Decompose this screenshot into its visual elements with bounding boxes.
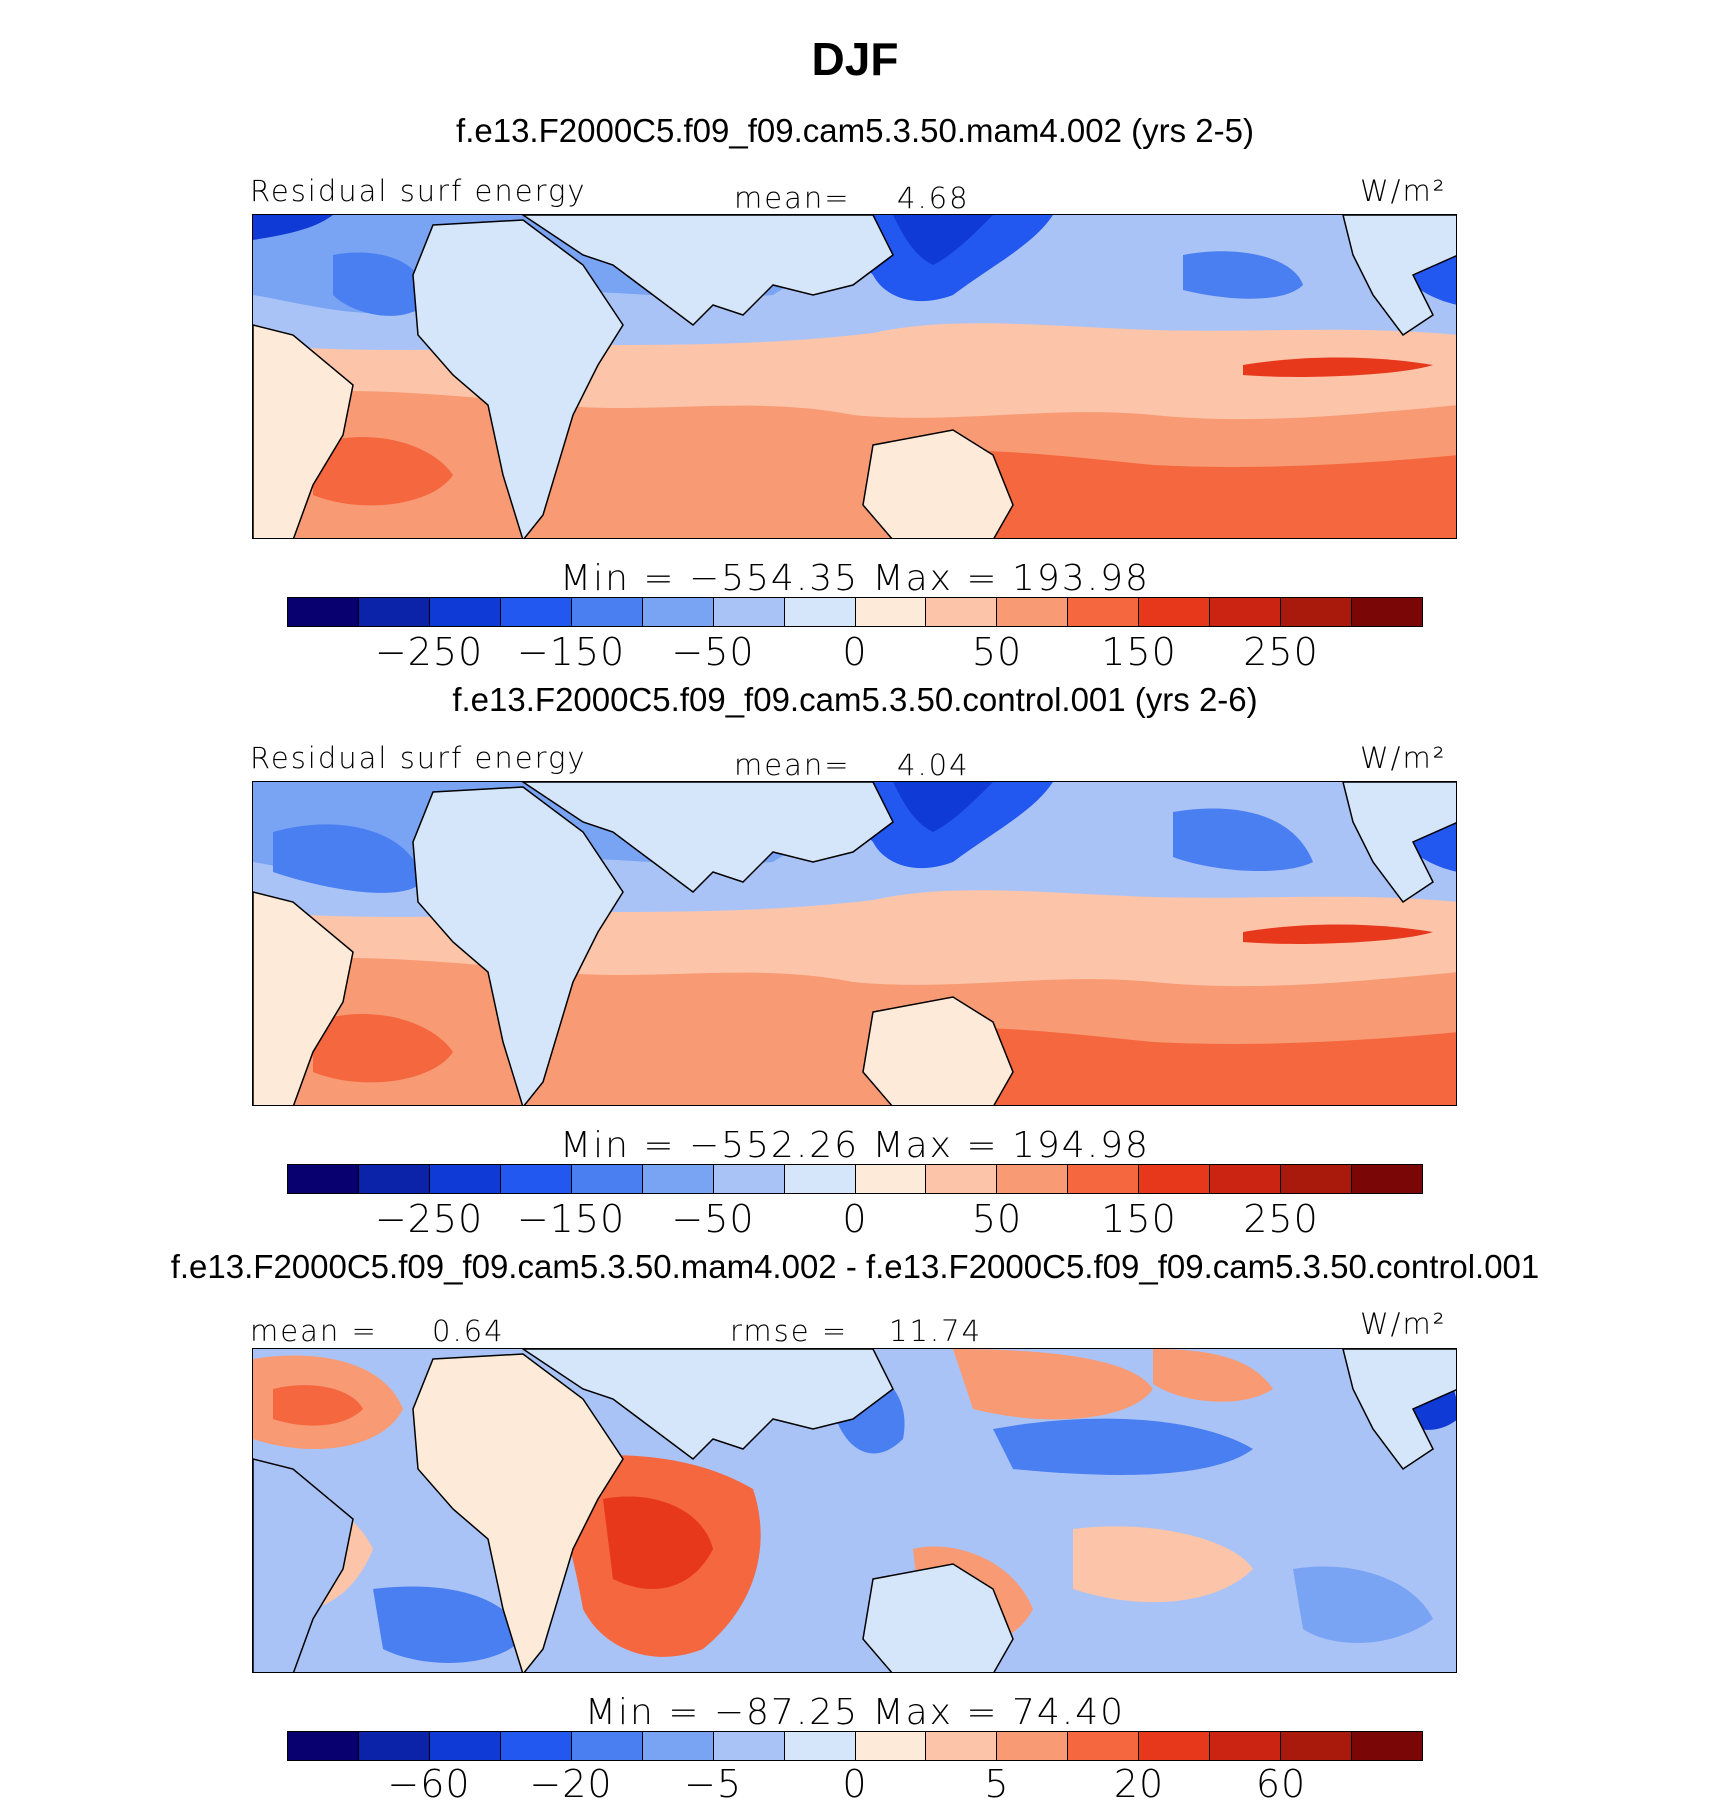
panel-2-tick: 250	[1243, 1197, 1319, 1241]
panel-1-min-max: Min = −554.35 Max = 193.98	[560, 558, 1150, 599]
panel-2-tick: 150	[1101, 1197, 1177, 1241]
colorbar-swatch	[1139, 1165, 1211, 1193]
colorbar-swatch	[784, 1732, 856, 1760]
panel-1-units: W/m²	[1360, 174, 1447, 208]
colorbar-swatch	[429, 1732, 501, 1760]
colorbar-swatch	[642, 1165, 714, 1193]
colorbar-swatch	[926, 598, 998, 626]
panel-3-map	[252, 1348, 1457, 1673]
colorbar-swatch	[1210, 1165, 1282, 1193]
panel-2-tick: −150	[516, 1197, 626, 1241]
panel-3-map-svg	[253, 1349, 1456, 1672]
colorbar-swatch	[500, 1165, 572, 1193]
colorbar-swatch	[1068, 1165, 1140, 1193]
panel-3-mean-label: mean =	[250, 1314, 378, 1348]
colorbar-swatch	[358, 598, 430, 626]
panel-1-tick: 250	[1243, 630, 1319, 674]
panel-2-tick: 0	[842, 1197, 868, 1241]
colorbar-swatch	[1281, 598, 1353, 626]
colorbar-swatch	[571, 598, 643, 626]
panel-3-rmse-label: rmse =	[730, 1314, 849, 1348]
panel-3-units: W/m²	[1360, 1307, 1447, 1341]
panel-2-units: W/m²	[1360, 741, 1447, 775]
panel-3-mean-value: 0.64	[432, 1314, 505, 1348]
colorbar-swatch	[642, 1732, 714, 1760]
panel-2-min-max: Min = −552.26 Max = 194.98	[560, 1125, 1150, 1166]
panel-2-mean-label: mean=	[734, 748, 851, 782]
panel-2-colorbar	[287, 1164, 1423, 1194]
panel-3-tick: −5	[683, 1762, 743, 1806]
panel-1-tick: −50	[671, 630, 755, 674]
colorbar-swatch	[926, 1732, 998, 1760]
panel-1-colorbar	[287, 597, 1423, 627]
colorbar-swatch	[997, 598, 1069, 626]
panel-1-mean-label: mean=	[734, 181, 851, 215]
colorbar-swatch	[1210, 1732, 1282, 1760]
panel-1-tick: 150	[1101, 630, 1177, 674]
panel-3-run-title: f.e13.F2000C5.f09_f09.cam5.3.50.mam4.002…	[170, 1248, 1540, 1285]
colorbar-swatch	[1281, 1165, 1353, 1193]
colorbar-swatch	[855, 1165, 927, 1193]
colorbar-swatch	[713, 1165, 785, 1193]
panel-2-tick: −50	[671, 1197, 755, 1241]
panel-2-map	[252, 781, 1457, 1106]
panel-1-tick: −150	[516, 630, 626, 674]
colorbar-swatch	[1139, 1732, 1211, 1760]
figure-title: DJF	[811, 33, 899, 85]
colorbar-swatch	[571, 1165, 643, 1193]
colorbar-swatch	[500, 598, 572, 626]
colorbar-swatch	[926, 1165, 998, 1193]
colorbar-swatch	[288, 1165, 359, 1193]
colorbar-swatch	[288, 1732, 359, 1760]
colorbar-swatch	[571, 1732, 643, 1760]
colorbar-swatch	[500, 1732, 572, 1760]
colorbar-swatch	[1281, 1732, 1353, 1760]
colorbar-swatch	[855, 598, 927, 626]
panel-2-run-title: f.e13.F2000C5.f09_f09.cam5.3.50.control.…	[452, 681, 1258, 718]
panel-1-tick: 50	[971, 630, 1023, 674]
colorbar-swatch	[429, 1165, 501, 1193]
panel-2-tick: 50	[971, 1197, 1023, 1241]
colorbar-swatch	[288, 598, 359, 626]
panel-2-map-svg	[253, 782, 1456, 1105]
panel-1-run-title: f.e13.F2000C5.f09_f09.cam5.3.50.mam4.002…	[456, 112, 1254, 149]
colorbar-swatch	[855, 1732, 927, 1760]
colorbar-swatch	[429, 598, 501, 626]
panel-1-mean-value: 4.68	[897, 181, 970, 215]
panel-3-rmse-value: 11.74	[889, 1314, 983, 1348]
colorbar-swatch	[1210, 598, 1282, 626]
panel-3-tick: 60	[1255, 1762, 1307, 1806]
colorbar-swatch	[1352, 598, 1422, 626]
panel-3-tick: −20	[529, 1762, 613, 1806]
colorbar-swatch	[713, 1732, 785, 1760]
colorbar-swatch	[784, 598, 856, 626]
panel-1-tick: 0	[842, 630, 868, 674]
colorbar-swatch	[1352, 1165, 1422, 1193]
colorbar-swatch	[1352, 1732, 1422, 1760]
colorbar-swatch	[1068, 598, 1140, 626]
panel-1-map-svg	[253, 215, 1456, 538]
colorbar-swatch	[1068, 1732, 1140, 1760]
panel-3-min-max: Min = −87.25 Max = 74.40	[584, 1692, 1126, 1733]
panel-3-tick: −60	[387, 1762, 471, 1806]
panel-3-tick: 20	[1113, 1762, 1165, 1806]
panel-3-tick: 5	[984, 1762, 1010, 1806]
colorbar-swatch	[997, 1732, 1069, 1760]
colorbar-swatch	[784, 1165, 856, 1193]
colorbar-swatch	[358, 1732, 430, 1760]
colorbar-swatch	[1139, 598, 1211, 626]
panel-3-colorbar	[287, 1731, 1423, 1761]
panel-1-tick: −250	[374, 630, 484, 674]
panel-1-map	[252, 214, 1457, 539]
panel-2-tick: −250	[374, 1197, 484, 1241]
colorbar-swatch	[997, 1165, 1069, 1193]
colorbar-swatch	[713, 598, 785, 626]
colorbar-swatch	[642, 598, 714, 626]
panel-2-mean-value: 4.04	[897, 748, 970, 782]
panel-1-variable-label: Residual surf energy	[250, 174, 587, 208]
colorbar-swatch	[358, 1165, 430, 1193]
panel-3-tick: 0	[842, 1762, 868, 1806]
panel-2-variable-label: Residual surf energy	[250, 741, 587, 775]
